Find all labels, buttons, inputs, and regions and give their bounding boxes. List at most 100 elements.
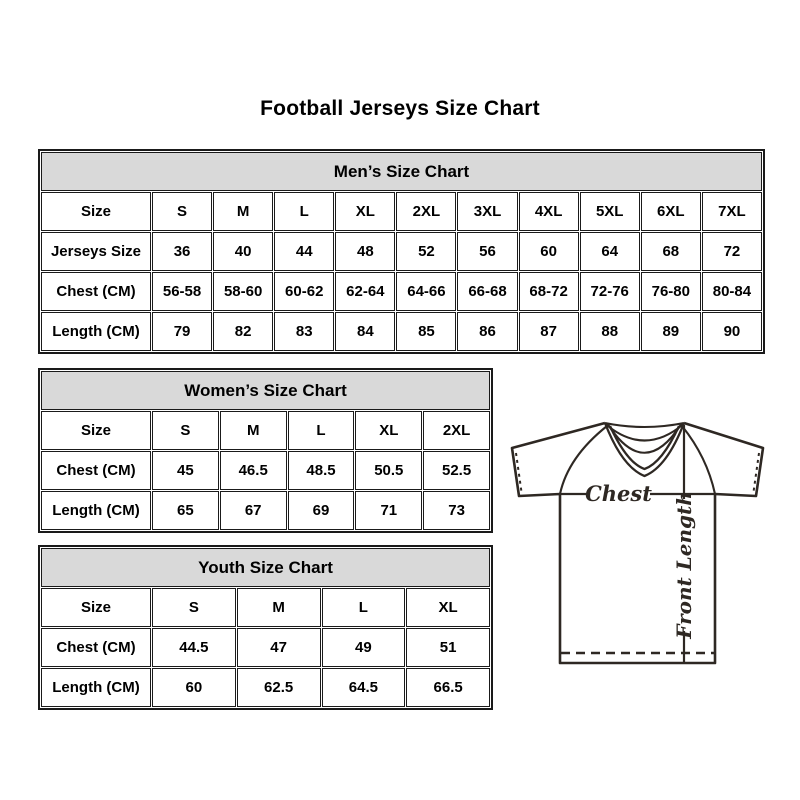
value-cell: 87	[518, 312, 579, 351]
mens-size-table: Men’s Size Chart Size S M L XL 2XL 3XL 4XL 5XL 6XL…	[38, 149, 765, 354]
jersey-collar-back	[604, 421, 685, 454]
mens-table-title: Men’s Size Chart	[41, 152, 762, 191]
table-row: Jerseys Size 36 40 44 48 52 56 60 64 68 72	[41, 232, 762, 271]
value-cell: 66.5	[406, 668, 490, 707]
value-cell: 60	[152, 668, 236, 707]
value-cell: 86	[457, 312, 518, 351]
value-cell: 89	[640, 312, 701, 351]
table-row: Length (CM) 65 67 69 71 73	[41, 491, 490, 530]
value-cell: 60	[518, 232, 579, 271]
value-cell: M	[213, 192, 274, 231]
value-cell: 83	[274, 312, 335, 351]
mens-table-grid: Men’s Size Chart Size S M L XL 2XL 3XL 4XL 5XL 6XL…	[38, 149, 765, 354]
table-row: Size S M L XL 2XL	[41, 411, 490, 450]
value-cell: 68-72	[518, 272, 579, 311]
value-cell: S	[152, 411, 219, 450]
table-row: Chest (CM) 56-58 58-60 60-62 62-64 64-66 66-68…	[41, 272, 762, 311]
value-cell: 5XL	[579, 192, 640, 231]
womens-table-grid: Women’s Size Chart Size S M L XL 2XL Chest (CM)…	[38, 368, 493, 533]
value-cell: M	[236, 588, 321, 627]
value-cell: 45	[152, 451, 219, 490]
value-cell: 64.5	[321, 668, 406, 707]
value-cell: XL	[355, 411, 423, 450]
row-label-cell: Jerseys Size	[41, 232, 151, 271]
value-cell: 2XL	[423, 411, 490, 450]
value-cell: 3XL	[457, 192, 518, 231]
value-cell: 58-60	[213, 272, 274, 311]
value-cell: 44.5	[152, 628, 236, 667]
value-cell: 48.5	[287, 451, 355, 490]
table-row: Length (CM) 60 62.5 64.5 66.5	[41, 668, 490, 707]
value-cell: 7XL	[701, 192, 762, 231]
row-label-cell: Size	[41, 588, 151, 627]
row-label-cell: Length (CM)	[41, 491, 151, 530]
value-cell: 51	[406, 628, 490, 667]
value-cell: 50.5	[355, 451, 423, 490]
value-cell: 49	[321, 628, 406, 667]
table-row: Chest (CM) 44.5 47 49 51	[41, 628, 490, 667]
value-cell: 84	[335, 312, 396, 351]
row-label-cell: Length (CM)	[41, 668, 151, 707]
value-cell: 72-76	[579, 272, 640, 311]
value-cell: 48	[335, 232, 396, 271]
value-cell: 62-64	[335, 272, 396, 311]
value-cell: 66-68	[457, 272, 518, 311]
womens-table-title: Women’s Size Chart	[41, 371, 490, 410]
youth-size-table: Youth Size Chart Size S M L XL Chest (CM) 44.5 4…	[38, 545, 493, 710]
value-cell: 68	[640, 232, 701, 271]
value-cell: 56	[457, 232, 518, 271]
row-label-cell: Chest (CM)	[41, 451, 151, 490]
value-cell: XL	[335, 192, 396, 231]
youth-table-grid: Youth Size Chart Size S M L XL Chest (CM) 44.5 4…	[38, 545, 493, 710]
value-cell: 40	[213, 232, 274, 271]
value-cell: 52.5	[423, 451, 490, 490]
table-row: Size S M L XL 2XL 3XL 4XL 5XL 6XL 7XL	[41, 192, 762, 231]
chest-label: Chest	[585, 481, 652, 506]
value-cell: 90	[701, 312, 762, 351]
value-cell: 2XL	[396, 192, 457, 231]
youth-table-title: Youth Size Chart	[41, 548, 490, 587]
row-label-cell: Chest (CM)	[41, 272, 151, 311]
value-cell: 46.5	[219, 451, 287, 490]
row-label-cell: Length (CM)	[41, 312, 151, 351]
jersey-outline	[510, 421, 765, 665]
value-cell: 69	[287, 491, 355, 530]
value-cell: 82	[213, 312, 274, 351]
value-cell: 85	[396, 312, 457, 351]
value-cell: 73	[423, 491, 490, 530]
value-cell: 47	[236, 628, 321, 667]
row-label-cell: Size	[41, 192, 151, 231]
value-cell: 76-80	[640, 272, 701, 311]
value-cell: XL	[406, 588, 490, 627]
value-cell: 71	[355, 491, 423, 530]
row-label-cell: Size	[41, 411, 151, 450]
front-length-label: Front Length	[672, 491, 696, 640]
value-cell: L	[321, 588, 406, 627]
womens-size-table: Women’s Size Chart Size S M L XL 2XL Chest (CM)…	[38, 368, 493, 533]
value-cell: 52	[396, 232, 457, 271]
table-header-row: Women’s Size Chart	[41, 371, 490, 410]
value-cell: 44	[274, 232, 335, 271]
table-row: Size S M L XL	[41, 588, 490, 627]
jersey-armhole-seams	[558, 425, 717, 495]
value-cell: 36	[152, 232, 213, 271]
table-row: Length (CM) 79 82 83 84 85 86 87 88 89 90	[41, 312, 762, 351]
value-cell: 67	[219, 491, 287, 530]
value-cell: S	[152, 192, 213, 231]
value-cell: 79	[152, 312, 213, 351]
value-cell: S	[152, 588, 236, 627]
value-cell: 56-58	[152, 272, 213, 311]
table-header-row: Youth Size Chart	[41, 548, 490, 587]
value-cell: 60-62	[274, 272, 335, 311]
value-cell: 88	[579, 312, 640, 351]
value-cell: M	[219, 411, 287, 450]
value-cell: 6XL	[640, 192, 701, 231]
table-row: Chest (CM) 45 46.5 48.5 50.5 52.5	[41, 451, 490, 490]
jersey-measurement-diagram: Chest Front Length	[510, 421, 765, 665]
value-cell: 65	[152, 491, 219, 530]
value-cell: 72	[701, 232, 762, 271]
value-cell: L	[287, 411, 355, 450]
row-label-cell: Chest (CM)	[41, 628, 151, 667]
value-cell: 80-84	[701, 272, 762, 311]
